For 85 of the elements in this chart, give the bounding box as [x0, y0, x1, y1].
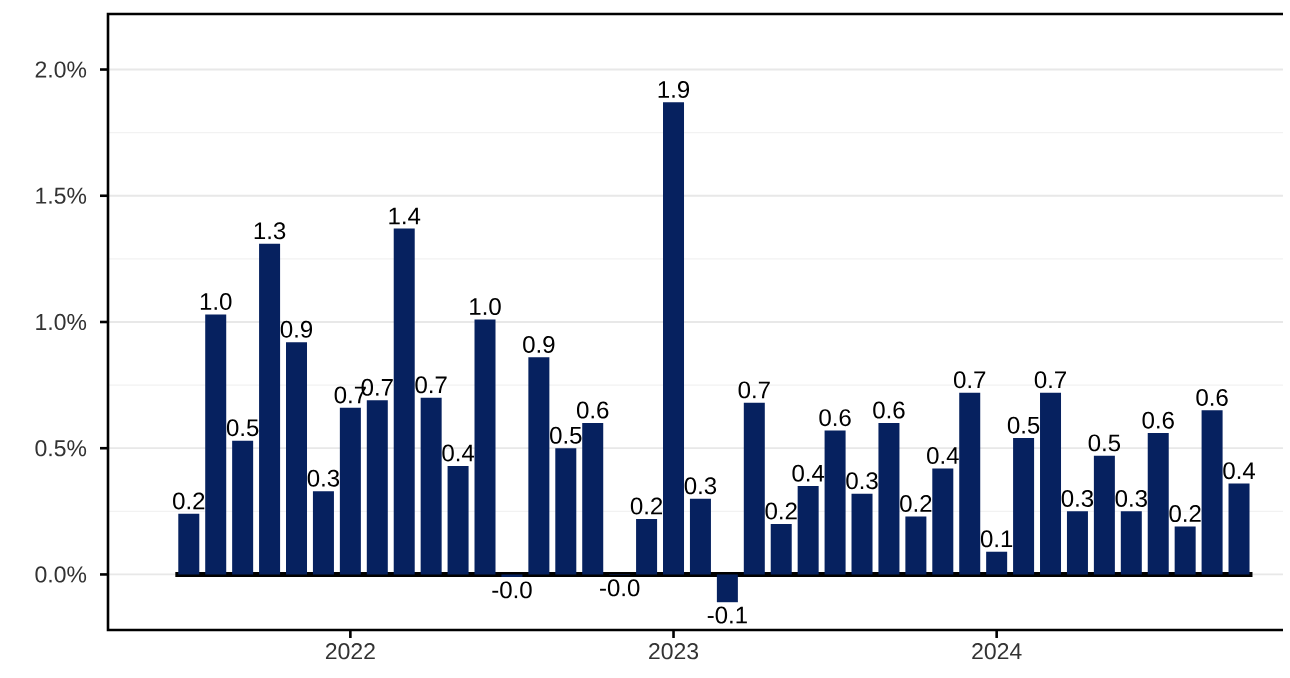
data-label: 0.3 — [307, 469, 340, 487]
bar — [770, 523, 792, 575]
data-label: 0.7 — [1034, 371, 1066, 389]
data-label: 0.6 — [1196, 388, 1228, 406]
data-label: 0.2 — [765, 502, 797, 520]
bar — [636, 518, 658, 575]
bar — [1174, 526, 1196, 575]
bar — [932, 468, 954, 575]
bar — [1147, 433, 1169, 575]
y-tick-label: 2.0% — [35, 61, 87, 78]
bar — [286, 342, 308, 575]
data-label: 0.9 — [523, 335, 555, 353]
y-tick-label: 0.0% — [35, 566, 87, 583]
data-label: 0.6 — [819, 409, 851, 427]
bar — [474, 319, 496, 575]
data-label: 0.6 — [1142, 411, 1174, 429]
data-label: 0.4 — [927, 447, 959, 464]
data-label: 1.9 — [658, 80, 690, 98]
bar — [555, 448, 577, 575]
bar — [663, 102, 685, 575]
data-label: 0.5 — [1088, 434, 1121, 452]
bar — [1201, 410, 1223, 575]
data-label: 0.6 — [576, 401, 609, 419]
bar — [1228, 483, 1250, 575]
bar — [205, 314, 227, 575]
data-label: 0.4 — [1223, 462, 1255, 480]
data-label: -0.0 — [492, 581, 532, 599]
x-tick-label: 2023 — [649, 643, 699, 660]
data-label: 0.3 — [846, 472, 878, 490]
bar — [878, 422, 900, 575]
bar — [959, 392, 981, 575]
bar — [716, 574, 738, 603]
y-tick-label: 0.5% — [35, 440, 87, 457]
x-tick-label: 2024 — [972, 643, 1022, 660]
bar — [339, 407, 361, 575]
data-label: 0.5 — [550, 426, 582, 444]
data-label: 0.3 — [684, 477, 717, 495]
bar — [986, 551, 1008, 575]
bar — [905, 516, 927, 575]
bar — [1120, 511, 1142, 575]
bar — [178, 513, 200, 575]
bar — [797, 486, 819, 575]
bar — [1040, 392, 1062, 575]
data-label: 0.4 — [442, 444, 475, 462]
data-label: 0.5 — [1007, 416, 1040, 434]
bar — [528, 357, 550, 575]
x-tick-label: 2022 — [325, 643, 375, 660]
y-tick-label: 1.5% — [36, 187, 87, 204]
bar — [312, 491, 334, 575]
data-label: 0.3 — [1061, 489, 1094, 507]
bar — [582, 422, 604, 575]
data-label: 0.2 — [630, 497, 663, 515]
data-label: 0.7 — [738, 381, 770, 399]
data-label: 1.0 — [200, 293, 232, 310]
data-label: 1.0 — [470, 298, 501, 316]
bar — [366, 400, 388, 575]
data-label: 0.9 — [280, 320, 313, 338]
data-label: 0.7 — [953, 371, 986, 389]
data-label: 0.3 — [1115, 489, 1147, 507]
bar — [689, 498, 711, 575]
data-label: 0.2 — [900, 495, 932, 512]
bar — [447, 465, 469, 575]
y-tick-label: 1.0% — [36, 313, 87, 331]
data-label: 0.2 — [173, 492, 205, 510]
data-label: 0.6 — [873, 401, 905, 419]
data-label: 1.3 — [254, 222, 286, 240]
data-label: 0.5 — [226, 419, 259, 437]
bar — [851, 493, 873, 575]
bar — [743, 402, 765, 575]
data-label: 0.2 — [1169, 505, 1201, 523]
bar — [232, 440, 254, 575]
data-label: -0.1 — [707, 606, 747, 624]
bar — [393, 228, 415, 575]
bar — [1066, 511, 1088, 575]
data-label: -0.0 — [600, 579, 640, 597]
bar — [259, 243, 281, 575]
bar — [824, 430, 846, 575]
bar — [1013, 438, 1035, 575]
data-label: 0.7 — [415, 376, 447, 394]
bar — [501, 574, 523, 577]
bar — [1093, 455, 1115, 575]
data-label: 0.4 — [792, 464, 825, 482]
data-label: 0.1 — [980, 530, 1013, 548]
data-label: 1.4 — [389, 207, 421, 225]
bar — [420, 397, 442, 575]
